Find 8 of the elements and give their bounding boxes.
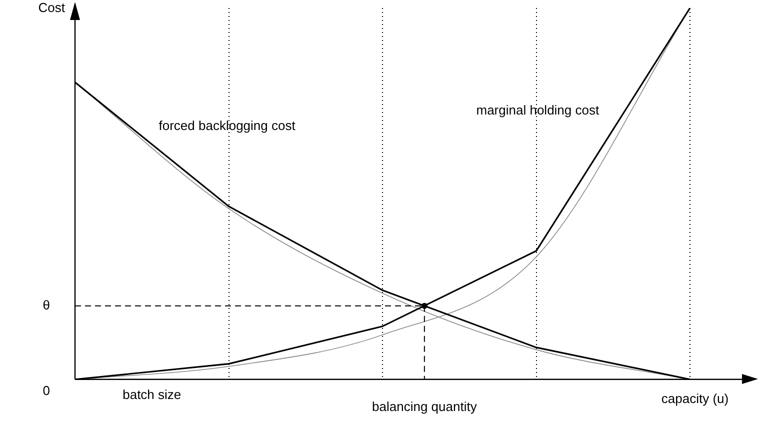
text: 0 bbox=[42, 382, 50, 398]
series-label: forced backlogging cost bbox=[158, 118, 296, 133]
x-axis-title: capacity (u) bbox=[661, 390, 729, 406]
y-axis-title: Cost bbox=[38, 0, 66, 16]
series-label: marginal holding cost bbox=[476, 102, 600, 118]
text: balancing quantity bbox=[372, 398, 478, 414]
text: batch size bbox=[122, 386, 182, 402]
ref-line-label: θ bbox=[42, 297, 50, 312]
